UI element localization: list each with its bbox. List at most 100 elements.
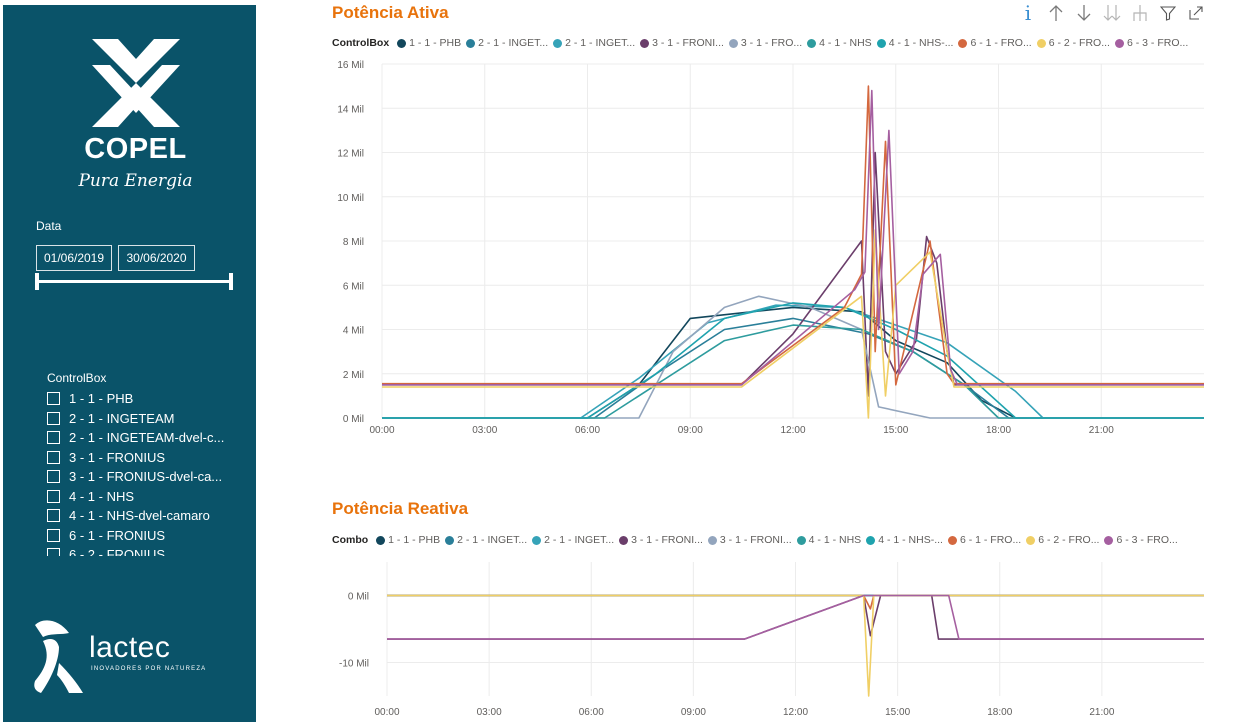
controlbox-option[interactable]: 1 - 1 - PHB xyxy=(47,389,247,409)
legend-title: ControlBox xyxy=(332,37,390,49)
checkbox[interactable] xyxy=(47,470,60,484)
legend-item[interactable]: 4 - 1 - NHS xyxy=(796,534,862,546)
legend-item[interactable]: 3 - 1 - FRONI... xyxy=(640,37,724,49)
active-power-chart[interactable]: 0 Mil 2 Mil 4 Mil 6 Mil 8 Mil 10 Mil 12 Mil 14 … xyxy=(330,56,1220,446)
legend-item[interactable]: 2 - 1 - INGET... xyxy=(445,534,527,546)
checkbox[interactable] xyxy=(47,431,60,445)
filter-icon[interactable] xyxy=(1154,1,1182,25)
series-line[interactable] xyxy=(382,317,1204,419)
legend-item[interactable]: 2 - 1 - INGET... xyxy=(553,37,635,49)
double-arrow-down-icon xyxy=(1103,5,1121,21)
controlbox-option[interactable]: 4 - 1 - NHS xyxy=(47,487,247,507)
controlbox-option[interactable]: 3 - 1 - FRONIUS-dvel-ca... xyxy=(47,467,247,487)
controlbox-filter-list[interactable]: 1 - 1 - PHB 2 - 1 - INGETEAM 2 - 1 - ING… xyxy=(47,389,247,556)
x-tick-label: 12:00 xyxy=(783,707,808,718)
legend-item[interactable]: 4 - 1 - NHS xyxy=(807,37,872,49)
legend-item[interactable]: 4 - 1 - NHS-... xyxy=(876,37,953,49)
legend-dot xyxy=(376,535,386,545)
legend-item[interactable]: 6 - 3 - FRO... xyxy=(1114,37,1188,49)
legend-dot xyxy=(619,535,629,545)
legend-item[interactable]: 3 - 1 - FRONI... xyxy=(619,534,703,546)
controlbox-option-label: 4 - 1 - NHS xyxy=(69,488,135,504)
controlbox-option[interactable]: 3 - 1 - FRONIUS xyxy=(47,448,247,468)
legend-active-power: ControlBox 1 - 1 - PHB 2 - 1 - INGET... 2 … xyxy=(332,36,1193,50)
legend-reactive-power: Combo 1 - 1 - PHB 2 - 1 - INGET... 2 - 1 -… xyxy=(332,533,1183,547)
legend-label: 4 - 1 - NHS xyxy=(808,534,862,546)
legend-label: 2 - 1 - INGET... xyxy=(478,37,549,49)
drill-down-icon[interactable] xyxy=(1070,1,1098,25)
y-tick-label: 4 Mil xyxy=(343,326,364,337)
legend-item[interactable]: 2 - 1 - INGET... xyxy=(532,534,614,546)
x-tick-label: 03:00 xyxy=(477,707,502,718)
legend-dot xyxy=(807,38,817,48)
checkbox[interactable] xyxy=(47,392,60,406)
legend-item[interactable]: 6 - 3 - FRO... xyxy=(1104,534,1178,546)
date-range-end-handle[interactable] xyxy=(229,273,233,290)
x-tick-label: 12:00 xyxy=(780,425,805,436)
legend-dot xyxy=(728,38,738,48)
controlbox-option[interactable]: 4 - 1 - NHS-dvel-camaro xyxy=(47,506,247,526)
expand-all-icon[interactable] xyxy=(1098,1,1126,25)
focus-mode-icon[interactable] xyxy=(1182,1,1210,25)
controlbox-option-label: 2 - 1 - INGETEAM xyxy=(69,410,175,426)
date-end-input[interactable]: 30/06/2020 xyxy=(118,245,195,271)
date-range-slider-track[interactable] xyxy=(37,280,233,283)
y-tick-label: 8 Mil xyxy=(343,237,364,248)
legend-dot xyxy=(1036,38,1046,48)
x-tick-label: 15:00 xyxy=(885,707,910,718)
x-tick-label: 06:00 xyxy=(579,707,604,718)
arrow-down-icon xyxy=(1077,5,1091,21)
legend-label: 6 - 1 - FRO... xyxy=(959,534,1022,546)
legend-item[interactable]: 4 - 1 - NHS-... xyxy=(866,534,943,546)
series-line[interactable] xyxy=(382,151,1204,397)
date-start-input[interactable]: 01/06/2019 xyxy=(36,245,112,271)
controlbox-option[interactable]: 6 - 1 - FRONIUS xyxy=(47,526,247,546)
y-tick-label: 6 Mil xyxy=(343,281,364,292)
checkbox[interactable] xyxy=(47,548,60,556)
legend-dot xyxy=(958,38,968,48)
series-line[interactable] xyxy=(387,594,1204,640)
series-line[interactable] xyxy=(387,594,1204,697)
drill-up-icon[interactable] xyxy=(1042,1,1070,25)
legend-item[interactable]: 6 - 2 - FRO... xyxy=(1036,37,1110,49)
checkbox[interactable] xyxy=(47,450,60,464)
legend-label: 1 - 1 - PHB xyxy=(409,37,462,49)
lactec-wordmark: lactec xyxy=(89,631,171,664)
date-range-start-handle[interactable] xyxy=(35,273,39,290)
y-tick-label: 0 Mil xyxy=(343,414,364,425)
checkbox[interactable] xyxy=(47,411,60,425)
legend-item[interactable]: 3 - 1 - FRO... xyxy=(728,37,802,49)
checkbox[interactable] xyxy=(47,489,60,503)
legend-dot xyxy=(532,535,542,545)
visual-toolbar: i xyxy=(1014,0,1210,26)
controlbox-option[interactable]: 2 - 1 - INGETEAM xyxy=(47,409,247,429)
legend-item[interactable]: 2 - 1 - INGET... xyxy=(466,37,548,49)
info-icon[interactable]: i xyxy=(1014,1,1042,25)
legend-item[interactable]: 6 - 2 - FRO... xyxy=(1026,534,1099,546)
x-tick-label: 21:00 xyxy=(1089,425,1114,436)
controlbox-option-label: 4 - 1 - NHS-dvel-camaro xyxy=(69,508,210,524)
series-line[interactable] xyxy=(382,324,1204,419)
hierarchy-icon[interactable] xyxy=(1126,1,1154,25)
legend-label: 1 - 1 - PHB xyxy=(388,534,441,546)
controlbox-option[interactable]: 6 - 2 - FRONIUS xyxy=(47,545,247,556)
controlbox-filter-title: ControlBox xyxy=(47,371,107,385)
series-line[interactable] xyxy=(382,85,1204,386)
legend-item[interactable]: 6 - 1 - FRO... xyxy=(947,534,1022,546)
controlbox-option[interactable]: 2 - 1 - INGETEAM-dvel-c... xyxy=(47,428,247,448)
legend-dot xyxy=(553,38,563,48)
legend-dot xyxy=(640,38,650,48)
legend-item[interactable]: 1 - 1 - PHB xyxy=(376,534,440,546)
legend-item[interactable]: 1 - 1 - PHB xyxy=(397,37,461,49)
series-line[interactable] xyxy=(382,89,1204,386)
x-tick-label: 15:00 xyxy=(883,425,908,436)
legend-item[interactable]: 3 - 1 - FRONI... xyxy=(707,534,792,546)
checkbox[interactable] xyxy=(47,528,60,542)
legend-item[interactable]: 6 - 1 - FRO... xyxy=(958,37,1032,49)
legend-label: 3 - 1 - FRONI... xyxy=(631,534,703,546)
legend-label: 6 - 2 - FRO... xyxy=(1048,37,1110,49)
legend-title: Combo xyxy=(332,534,369,546)
reactive-power-chart[interactable]: 0 Mil -10 Mil 00:00 03:00 06:00 09:00 12:00 15:… xyxy=(330,556,1220,726)
controlbox-option-label: 1 - 1 - PHB xyxy=(69,391,134,407)
checkbox[interactable] xyxy=(47,509,60,523)
